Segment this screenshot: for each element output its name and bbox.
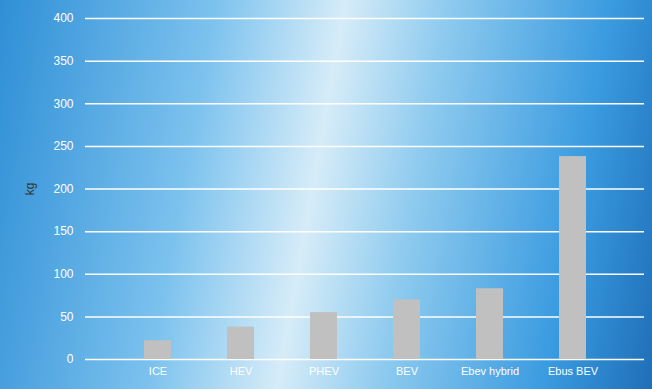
svg-text:0: 0: [67, 352, 74, 366]
svg-text:Ebev hybrid: Ebev hybrid: [461, 365, 519, 377]
svg-text:PHEV: PHEV: [309, 365, 340, 377]
svg-text:BEV: BEV: [396, 365, 419, 377]
svg-text:HEV: HEV: [230, 365, 253, 377]
svg-text:250: 250: [53, 139, 73, 153]
svg-text:200: 200: [53, 182, 73, 196]
svg-text:100: 100: [53, 267, 73, 281]
svg-text:300: 300: [53, 97, 73, 111]
svg-text:350: 350: [53, 54, 73, 68]
svg-text:kg: kg: [23, 183, 37, 196]
svg-text:ICE: ICE: [149, 365, 167, 377]
svg-text:400: 400: [53, 11, 73, 25]
svg-text:50: 50: [60, 310, 74, 324]
svg-text:Ebus BEV: Ebus BEV: [548, 365, 599, 377]
svg-text:150: 150: [53, 224, 73, 238]
